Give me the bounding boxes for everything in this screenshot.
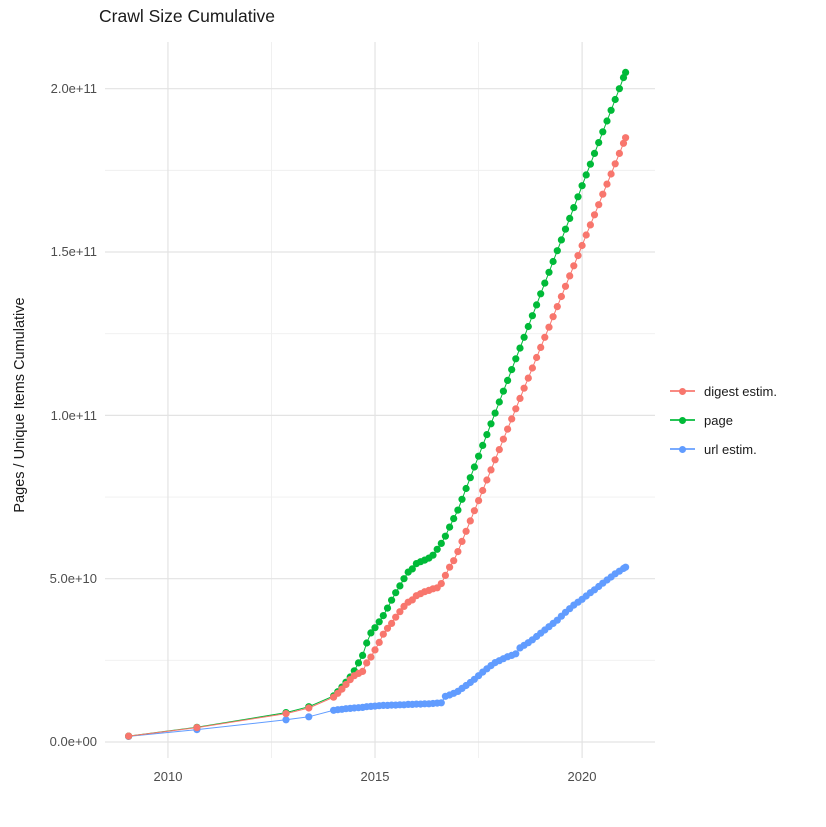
chart-title: Crawl Size Cumulative	[99, 6, 276, 26]
y-tick-label-0: 0.0e+00	[49, 734, 97, 749]
x-tick-label-2010: 2010	[153, 769, 183, 784]
legend-item-url-estim: url estim.	[670, 441, 777, 457]
x-tick-label-2020: 2020	[567, 769, 597, 784]
series-page	[125, 68, 630, 740]
y-tick-label-2: 1.0e+11	[50, 408, 97, 423]
x-tick-label-2015: 2015	[360, 769, 390, 784]
legend-key-page-icon	[670, 413, 695, 427]
series-digest-estim-	[125, 134, 630, 740]
series-url-estim-	[125, 563, 630, 741]
legend: digest estim. page url estim.	[670, 383, 777, 457]
legend-item-digest-estim: digest estim.	[670, 383, 777, 399]
legend-label-digest-estim: digest estim.	[704, 383, 777, 399]
legend-item-page: page	[670, 412, 777, 428]
legend-key-url-estim-icon	[670, 442, 695, 456]
y-tick-label-1: 5.0e+10	[49, 571, 97, 586]
y-tick-label-3: 1.5e+11	[50, 244, 97, 259]
y-axis-title: Pages / Unique Items Cumulative	[12, 297, 28, 513]
grid-minor	[105, 42, 655, 758]
legend-key-digest-estim-icon	[670, 384, 695, 398]
grid-major	[105, 42, 655, 758]
legend-label-url-estim: url estim.	[704, 441, 757, 457]
legend-label-page: page	[704, 412, 733, 428]
y-tick-label-4: 2.0e+11	[50, 81, 97, 96]
